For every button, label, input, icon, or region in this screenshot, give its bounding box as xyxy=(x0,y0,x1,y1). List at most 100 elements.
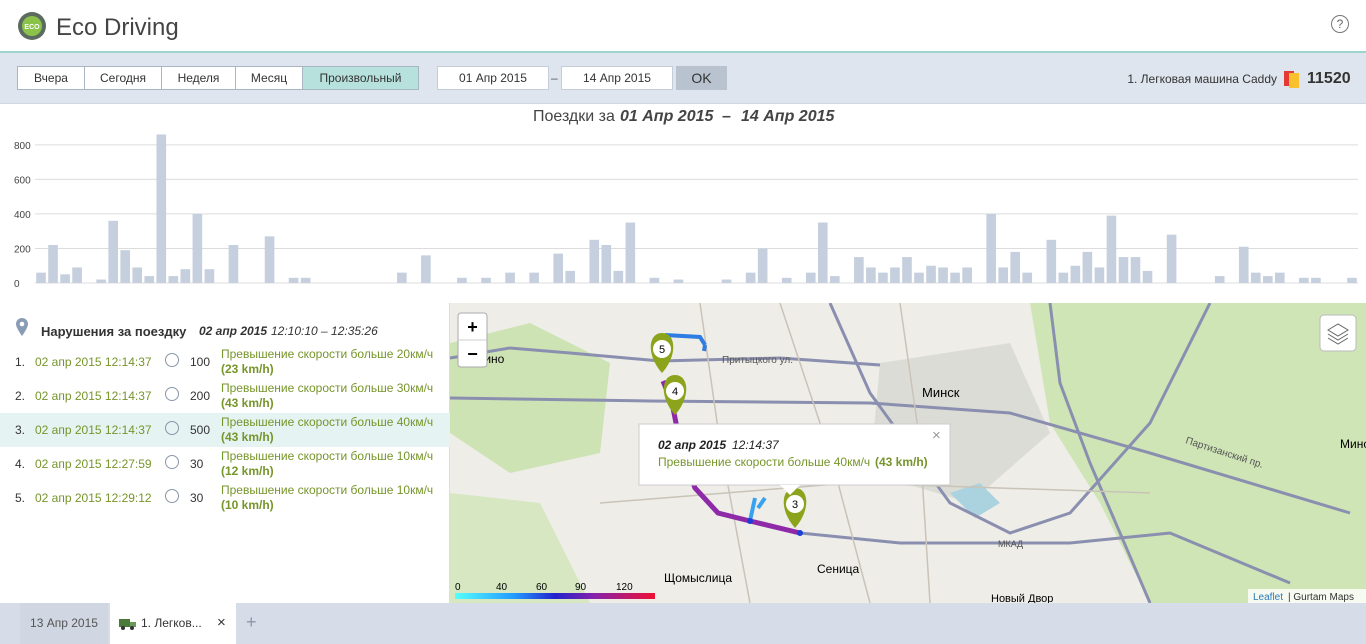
bar xyxy=(830,276,840,283)
row-desc: Превышение скорости больше 40км/ч xyxy=(221,415,434,429)
tab[interactable]: 13 Апр 2015 xyxy=(20,603,108,644)
marker-label: 5 xyxy=(659,344,665,356)
unit-icon xyxy=(1284,71,1299,88)
bar xyxy=(817,222,828,283)
bar xyxy=(1022,272,1033,283)
violation-row[interactable]: 5. 02 апр 2015 12:29:12 30 Превышение скоро… xyxy=(0,481,450,515)
popup-desc: Превышение скорости больше 40км/ч xyxy=(658,455,870,469)
popup-close[interactable]: × xyxy=(932,427,941,444)
violations-title: Нарушения за поездку xyxy=(41,324,187,339)
bar xyxy=(950,272,960,283)
bar xyxy=(108,220,118,283)
violation-row[interactable]: 3. 02 апр 2015 12:14:37 500 Превышение скор… xyxy=(0,413,450,447)
bar xyxy=(421,255,431,283)
bar xyxy=(986,213,996,283)
bar xyxy=(180,269,191,283)
marker-4[interactable]: 4 xyxy=(663,375,687,415)
bar xyxy=(48,245,58,283)
period-button[interactable]: Сегодня xyxy=(84,66,162,90)
row-time: 02 апр 2015 12:29:12 xyxy=(35,491,152,505)
bar xyxy=(132,267,143,283)
period-button[interactable]: Вчера xyxy=(17,66,85,90)
bar xyxy=(144,276,155,283)
bar xyxy=(1299,277,1309,283)
street-label: Притыцкого ул. xyxy=(722,355,793,366)
bar xyxy=(168,276,179,283)
marker-label: 3 xyxy=(792,499,798,511)
bar xyxy=(1142,270,1153,283)
marker-3[interactable]: 3 xyxy=(783,488,807,528)
place-label: Сеница xyxy=(817,562,860,576)
bar xyxy=(854,257,864,283)
bar xyxy=(589,239,600,283)
ok-button[interactable]: OK xyxy=(676,66,727,90)
row-number: 4. xyxy=(15,457,26,471)
row-desc: Превышение скорости больше 10км/ч xyxy=(221,449,434,463)
help-button[interactable]: ? xyxy=(1331,15,1349,33)
row-excess: (43 km/h) xyxy=(221,396,274,410)
violation-row[interactable]: 4. 02 апр 2015 12:27:59 30 Превышение скоро… xyxy=(0,447,450,481)
chart-title: Поездки за xyxy=(533,108,615,125)
marker-5[interactable]: 5 xyxy=(650,333,674,373)
bar xyxy=(649,277,660,283)
trips-chart: Поездки за 01 Апр 2015 – 14 Апр 2015 0 20… xyxy=(14,108,1358,290)
clock-icon xyxy=(165,455,179,469)
bar xyxy=(1166,234,1177,283)
row-excess: (43 km/h) xyxy=(221,430,274,444)
popup-date: 02 апр 2015 xyxy=(658,438,726,452)
bar xyxy=(192,213,203,283)
row-number: 5. xyxy=(15,491,26,505)
speed-label: 90 xyxy=(575,582,587,593)
trip-date: 02 апр 2015 xyxy=(199,324,268,338)
bar xyxy=(673,279,684,283)
zoom-in[interactable]: + xyxy=(467,317,478,337)
bar xyxy=(625,222,636,283)
y-tick-label: 400 xyxy=(14,210,31,221)
bar xyxy=(60,274,70,283)
bar xyxy=(72,267,82,283)
tab-add[interactable]: + xyxy=(246,612,257,632)
bar xyxy=(264,236,275,283)
period-button[interactable]: Неделя xyxy=(161,66,236,90)
violation-row[interactable]: 1. 02 апр 2015 12:14:37 100 Превышение скор… xyxy=(0,345,450,379)
attribution: | Gurtam Maps xyxy=(1288,592,1354,603)
violation-row[interactable]: 2. 02 апр 2015 12:14:37 200 Превышение скор… xyxy=(0,379,450,413)
bar xyxy=(902,257,912,283)
row-number: 1. xyxy=(15,355,26,369)
bar xyxy=(457,277,467,283)
row-number: 2. xyxy=(15,389,26,403)
speed-scale xyxy=(455,593,655,599)
period-button[interactable]: Месяц xyxy=(235,66,303,90)
bar xyxy=(926,265,936,283)
date-dash: – xyxy=(551,71,558,85)
tabs-bar: 13 Апр 2015 1. Легков... × + xyxy=(0,603,1366,644)
roads xyxy=(450,303,1351,603)
zoom-out[interactable]: − xyxy=(467,344,478,364)
attribution-link[interactable]: Leaflet xyxy=(1253,592,1283,603)
period-button[interactable]: Произвольный xyxy=(302,66,419,90)
bar xyxy=(757,248,768,283)
row-desc: Превышение скорости больше 20км/ч xyxy=(221,347,434,361)
bar xyxy=(288,277,299,283)
toolbar: Вчера Сегодня Неделя Месяц Произвольный … xyxy=(0,53,1366,104)
date-to-input[interactable]: 14 Апр 2015 xyxy=(561,66,673,90)
bar xyxy=(553,253,563,283)
layers-button[interactable] xyxy=(1319,314,1357,352)
y-tick-label: 800 xyxy=(14,141,31,152)
bar xyxy=(1347,277,1357,283)
date-from-input[interactable]: 01 Апр 2015 xyxy=(437,66,549,90)
speed-label: 0 xyxy=(455,582,461,593)
bar xyxy=(1094,267,1105,283)
row-time: 02 апр 2015 12:27:59 xyxy=(35,457,152,471)
bar xyxy=(36,272,46,283)
clock-icon xyxy=(165,489,179,503)
marker-label: 4 xyxy=(672,386,678,398)
place-label: Минс xyxy=(1340,437,1366,451)
tab-close[interactable]: × xyxy=(217,614,226,631)
row-penalty: 500 xyxy=(190,423,211,437)
bar xyxy=(601,245,612,283)
tab-active[interactable]: 1. Легков... × xyxy=(110,603,236,644)
violations-panel: Нарушения за поездку 02 апр 2015 12:10:1… xyxy=(0,303,450,603)
